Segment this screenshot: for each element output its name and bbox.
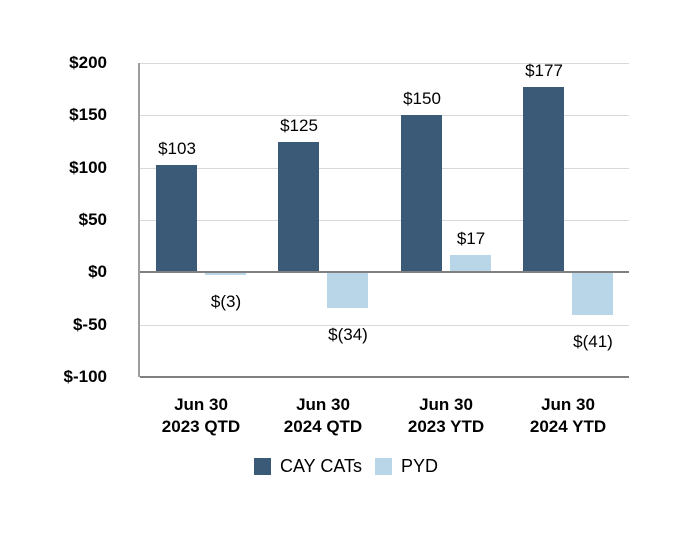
legend-swatch-cay-cats-icon [253,457,271,475]
x-axis-label: Jun 30 2024 YTD [507,394,629,438]
gridline [140,63,629,64]
y-axis-label: $200 [69,53,107,72]
gridline [140,220,629,221]
x-axis-label-line: 2024 YTD [529,417,607,436]
y-axis-label: $150 [69,105,107,124]
x-axis-label-line: 2023 YTD [407,417,485,436]
bar-value-label: $177 [525,61,563,80]
bar-value-label: $(41) [573,332,613,351]
x-axis-label-line: Jun 30 [174,395,228,414]
legend-label-cay-cats: CAY CATs [279,456,362,476]
bar-cay-cats [523,87,564,272]
x-axis-label-line: 2024 QTD [283,417,363,436]
x-axis-label: Jun 30 2024 QTD [262,394,384,438]
plot-area: $103 $125 $150 $177 $(3) $(34) $17 $(41) [140,61,629,378]
x-axis-label-line: Jun 30 [419,395,473,414]
x-axis-label-line: 2023 QTD [161,417,241,436]
bar-cay-cats [401,115,442,272]
zero-line [140,271,629,273]
x-axis-label: Jun 30 2023 QTD [140,394,262,438]
legend-item-cay-cats: CAY CATs [253,456,362,476]
bar-value-label: $(34) [328,325,368,344]
y-axis-label: $-50 [72,315,107,334]
bar-pyd [572,272,613,315]
bar-value-label: $17 [456,229,486,248]
bar-pyd [327,272,368,308]
x-axis-label-line: Jun 30 [296,395,350,414]
bar-value-label: $(3) [210,292,242,311]
gridline [140,325,629,326]
legend: CAY CATs PYD [0,456,692,476]
x-axis-label-line: Jun 30 [541,395,595,414]
bar-cay-cats [156,165,197,273]
x-axis-label: Jun 30 2023 YTD [385,394,507,438]
bar-cay-cats [278,142,319,273]
y-axis-label: $50 [78,210,107,229]
y-axis-label: $0 [88,262,107,281]
gridline [140,115,629,116]
y-axis-label: $-100 [63,367,107,386]
bar-value-label: $150 [403,89,441,108]
legend-swatch-pyd-icon [375,457,392,475]
bar-value-label: $125 [280,116,318,135]
y-axis-line [138,63,140,377]
gridline [140,168,629,169]
legend-item-pyd: PYD [375,456,438,476]
bar-pyd [205,272,246,275]
legend-label-pyd: PYD [401,456,439,476]
y-axis-label: $100 [69,158,107,177]
bar-value-label: $103 [158,139,196,158]
axis-bottom-line [140,376,629,378]
bar-pyd [450,255,491,273]
